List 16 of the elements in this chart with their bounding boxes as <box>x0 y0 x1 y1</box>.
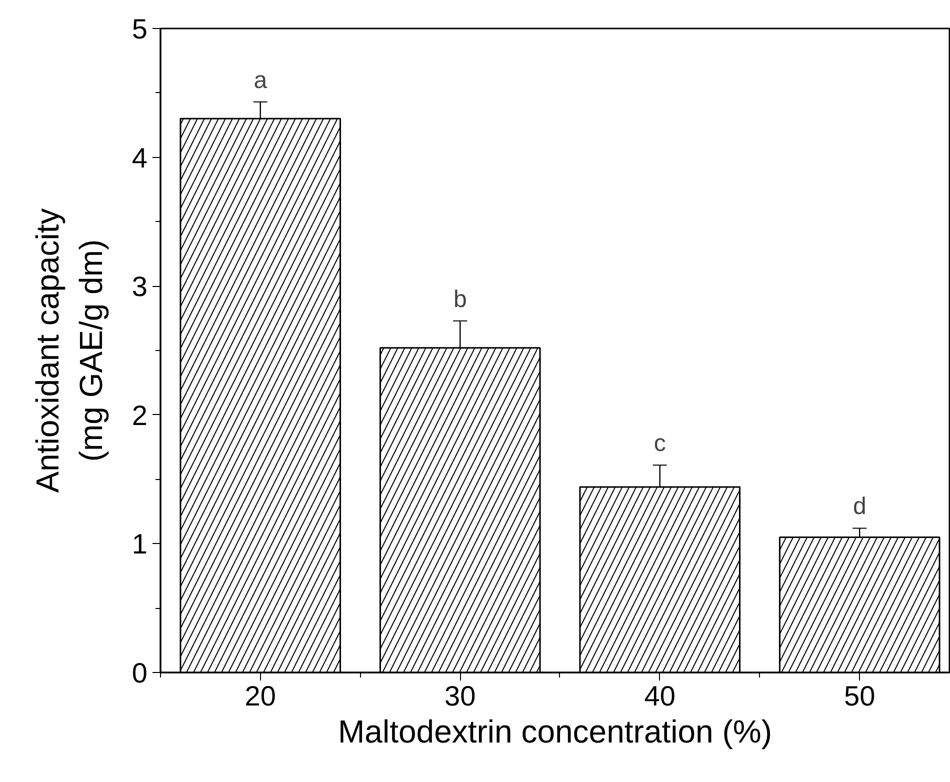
y-tick-label: 2 <box>132 400 148 431</box>
y-tick-label: 5 <box>132 14 148 44</box>
x-tick-label: 50 <box>844 680 876 712</box>
annotation: a <box>254 66 268 94</box>
y-tick-label: 4 <box>132 142 148 174</box>
x-tick-label: 40 <box>644 680 676 712</box>
annotation: c <box>654 430 666 458</box>
annotation: b <box>453 286 467 313</box>
y-tick-label: 1 <box>132 528 148 560</box>
y-axis-title: Antioxidant capacity (mg GAE/g dm) <box>30 208 109 493</box>
x-axis-title: Maltodextrin concentration (%) <box>338 714 772 750</box>
y-tick-label: 3 <box>132 271 148 302</box>
y-tick-label: 0 <box>132 658 148 688</box>
annotation: d <box>852 493 866 520</box>
x-tick-label: 30 <box>444 680 476 712</box>
x-tick-label: 20 <box>244 680 276 712</box>
